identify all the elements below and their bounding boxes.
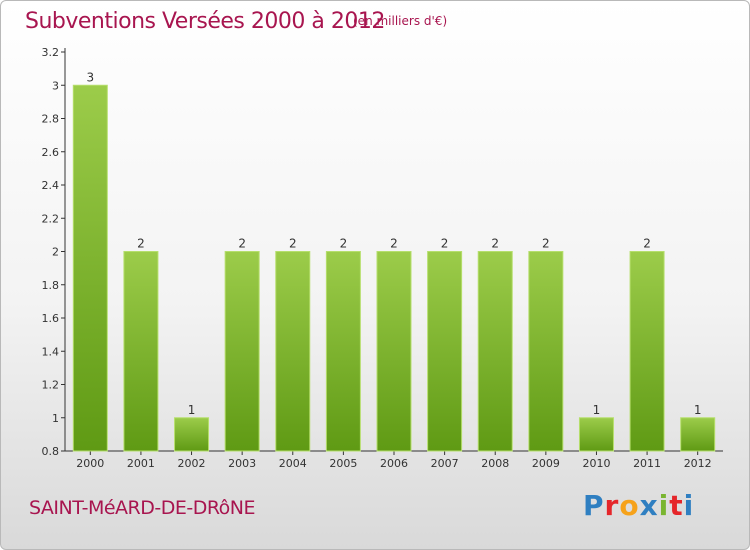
logo-letter: i bbox=[683, 489, 695, 522]
data-label: 2 bbox=[491, 237, 499, 251]
bar bbox=[224, 251, 260, 452]
data-label: 3 bbox=[86, 70, 94, 84]
y-tick-label: 3 bbox=[52, 79, 59, 92]
y-tick-label: 2.6 bbox=[42, 146, 60, 159]
logo-letter: x bbox=[639, 489, 659, 522]
bar bbox=[427, 251, 463, 452]
data-label: 2 bbox=[390, 237, 398, 251]
logo-letter: P bbox=[583, 489, 605, 522]
data-label: 2 bbox=[441, 237, 449, 251]
y-tick-label: 3.2 bbox=[42, 46, 60, 59]
data-label: 2 bbox=[542, 237, 550, 251]
logo-letter: o bbox=[619, 489, 640, 522]
y-tick-label: 1.4 bbox=[42, 345, 60, 358]
bar bbox=[528, 251, 564, 452]
axes: 0.8 1 1.2 1.4 1.6 1.8 2 2.2 2.4 2.6 2.8 3 3.2 2000 200… bbox=[42, 46, 723, 470]
data-label: 1 bbox=[593, 403, 601, 417]
proxiti-logo: Proxiti bbox=[583, 489, 694, 522]
y-tick-label: 1 bbox=[52, 412, 59, 425]
bar bbox=[578, 417, 614, 452]
chart-title: Subventions Versées 2000 à 2012 bbox=[25, 9, 385, 34]
bar bbox=[275, 251, 311, 452]
x-tick-label: 2012 bbox=[684, 457, 712, 470]
x-tick-label: 2003 bbox=[228, 457, 256, 470]
bar bbox=[477, 251, 513, 452]
x-tick-label: 2004 bbox=[279, 457, 307, 470]
bar bbox=[376, 251, 412, 452]
y-tick-label: 2 bbox=[52, 246, 59, 259]
x-tick-label: 2000 bbox=[76, 457, 104, 470]
x-tick-label: 2010 bbox=[582, 457, 610, 470]
bar bbox=[325, 251, 361, 452]
x-tick-label: 2006 bbox=[380, 457, 408, 470]
y-tick-label: 1.2 bbox=[42, 379, 60, 392]
bar bbox=[174, 417, 210, 452]
x-tick-label: 2005 bbox=[329, 457, 357, 470]
x-tick-label: 2002 bbox=[178, 457, 206, 470]
bar bbox=[629, 251, 665, 452]
data-label: 2 bbox=[340, 237, 348, 251]
logo-letter: i bbox=[658, 489, 670, 522]
x-tick-label: 2011 bbox=[633, 457, 661, 470]
data-label: 2 bbox=[643, 237, 651, 251]
bar bbox=[123, 251, 159, 452]
data-label: 2 bbox=[289, 237, 297, 251]
logo-letter: r bbox=[604, 489, 620, 522]
x-tick-label: 2001 bbox=[127, 457, 155, 470]
bar bbox=[72, 84, 108, 452]
y-tick-label: 2.8 bbox=[42, 113, 60, 126]
data-label: 1 bbox=[694, 403, 702, 417]
x-tick-label: 2009 bbox=[532, 457, 560, 470]
y-tick-label: 0.8 bbox=[42, 445, 60, 458]
data-label: 2 bbox=[137, 237, 145, 251]
unit-label: (en milliers d'€) bbox=[353, 14, 448, 28]
bar bbox=[680, 417, 716, 452]
value-labels: 3 2 1 2 2 2 2 2 2 2 1 2 1 bbox=[86, 70, 701, 417]
y-tick-label: 1.8 bbox=[42, 279, 60, 292]
y-tick-label: 2.4 bbox=[42, 179, 60, 192]
x-tick-label: 2008 bbox=[481, 457, 509, 470]
commune-name: SAINT-MéARD-DE-DRôNE bbox=[29, 497, 256, 519]
y-tick-label: 1.6 bbox=[42, 312, 60, 325]
logo-letter: t bbox=[669, 489, 684, 522]
x-tick-label: 2007 bbox=[431, 457, 459, 470]
data-label: 1 bbox=[188, 403, 196, 417]
data-label: 2 bbox=[238, 237, 246, 251]
y-tick-label: 2.2 bbox=[42, 212, 60, 225]
bars bbox=[72, 84, 716, 452]
